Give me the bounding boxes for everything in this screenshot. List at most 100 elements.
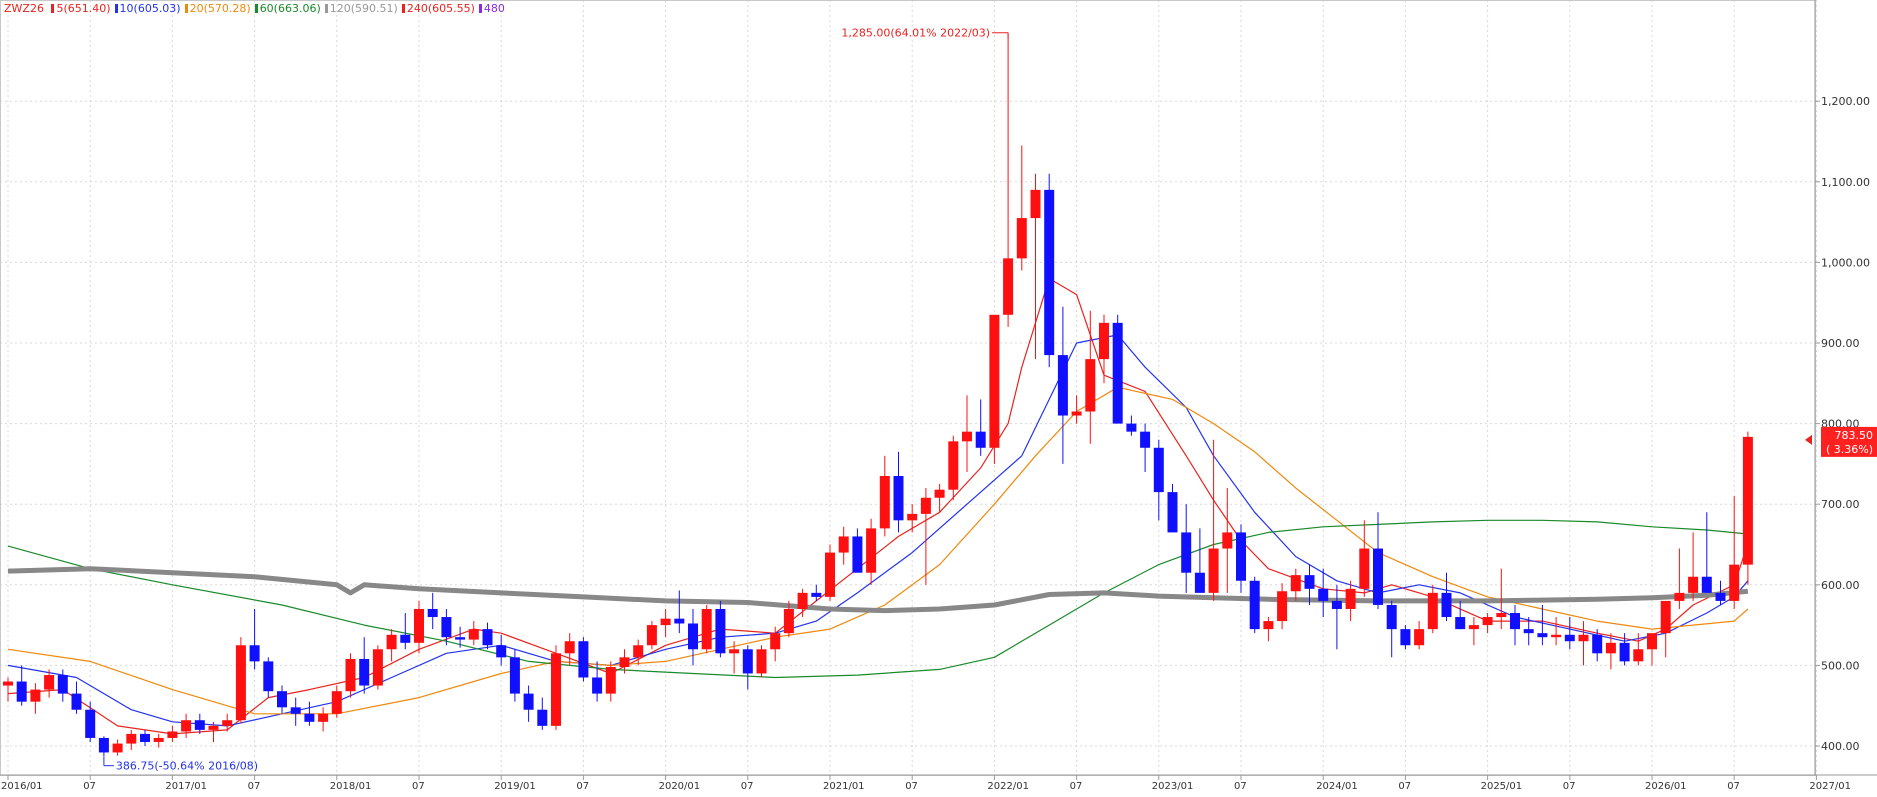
candle-body: [825, 552, 835, 597]
candle-body: [1236, 532, 1246, 581]
candle: [1167, 484, 1178, 533]
candle-body: [57, 675, 68, 694]
candle-body: [263, 661, 274, 692]
candle: [1619, 633, 1630, 666]
candle: [962, 395, 972, 472]
candle-body: [701, 608, 712, 650]
candle-body: [1003, 258, 1014, 315]
candle-body: [1619, 642, 1630, 662]
candle: [1551, 617, 1562, 646]
candle: [1181, 504, 1192, 593]
candle: [400, 613, 411, 650]
candle-body: [441, 617, 452, 638]
candle: [1468, 617, 1479, 646]
candle: [1359, 520, 1370, 597]
candle: [1496, 568, 1507, 630]
candle-body: [181, 720, 192, 732]
candle: [414, 600, 424, 654]
candle: [290, 697, 301, 726]
candle: [1016, 145, 1027, 271]
candle: [372, 645, 383, 690]
y-tick-label: 900.00: [1821, 337, 1860, 350]
candle-body: [1427, 592, 1438, 630]
x-tick-label: 2017/01: [165, 781, 207, 792]
x-tick-label: 07: [905, 781, 918, 792]
candle: [509, 649, 520, 702]
candle: [57, 669, 68, 702]
legend-label: 480: [483, 2, 505, 15]
legend-label: 120(590.51): [329, 2, 398, 15]
candle-body: [770, 633, 781, 650]
candle-body: [811, 592, 822, 597]
candle-body: [140, 733, 150, 742]
candle: [1085, 310, 1096, 444]
candle-body: [633, 645, 644, 658]
candle-body: [304, 713, 315, 722]
candle-body: [1057, 355, 1068, 416]
candle-body: [1578, 634, 1589, 642]
candle-body: [1510, 613, 1520, 630]
candle: [71, 681, 82, 714]
candle-body: [1140, 431, 1151, 448]
candle: [1564, 617, 1575, 650]
candle-body: [1318, 588, 1329, 601]
candle: [1742, 431, 1753, 585]
legend-swatch: [478, 4, 482, 13]
candle: [1688, 532, 1699, 601]
legend-label: 20(570.28): [189, 2, 251, 15]
candle-body: [1715, 592, 1726, 601]
y-tick-label: 1,100.00: [1821, 176, 1870, 189]
candle: [715, 600, 726, 658]
candle-body: [98, 737, 109, 753]
x-tick-label: 07: [1398, 781, 1411, 792]
candle-body: [277, 691, 287, 708]
x-tick-label: 07: [576, 781, 589, 792]
candle-body: [674, 618, 685, 624]
grid-lines: [0, 0, 1817, 775]
candle-body: [372, 649, 383, 686]
candle-body: [208, 725, 219, 730]
legend-swatch: [254, 4, 258, 13]
candle: [277, 685, 287, 714]
candle: [98, 736, 109, 757]
candle: [592, 661, 603, 702]
candle: [181, 713, 192, 738]
candle-body: [948, 441, 959, 490]
candle: [934, 484, 945, 513]
candle-body: [989, 314, 1000, 448]
high-annotation: 1,285.00(64.01% 2022/03): [841, 27, 990, 40]
candle-body: [1373, 548, 1383, 605]
candle: [907, 504, 918, 533]
candle: [468, 621, 479, 646]
candle: [770, 626, 781, 662]
candle-body: [1085, 359, 1096, 412]
candle-body: [509, 657, 520, 694]
candle-body: [1290, 575, 1301, 592]
candle-body: [1222, 532, 1233, 549]
candle-body: [235, 645, 246, 721]
candle: [1592, 629, 1603, 662]
candle-body: [1359, 548, 1370, 589]
candle-body: [1729, 564, 1740, 601]
candle: [140, 729, 150, 746]
candle: [1386, 600, 1397, 658]
candle: [948, 435, 959, 501]
legend-label: 10(605.03): [119, 2, 181, 15]
candle-body: [729, 649, 740, 654]
x-tick-label: 2021/01: [823, 781, 865, 792]
candle-body: [1112, 322, 1123, 424]
x-tick-label: 2019/01: [494, 781, 536, 792]
legend-symbol: ZWZ26: [4, 2, 44, 15]
y-tick-label: 600.00: [1821, 579, 1860, 592]
candle: [660, 608, 671, 638]
candle-body: [1153, 447, 1164, 493]
y-tick-label: 500.00: [1821, 659, 1860, 672]
candle: [783, 600, 794, 638]
candle: [1030, 173, 1041, 360]
candle: [1099, 314, 1109, 384]
candle-body: [838, 536, 849, 553]
candle: [427, 592, 438, 630]
